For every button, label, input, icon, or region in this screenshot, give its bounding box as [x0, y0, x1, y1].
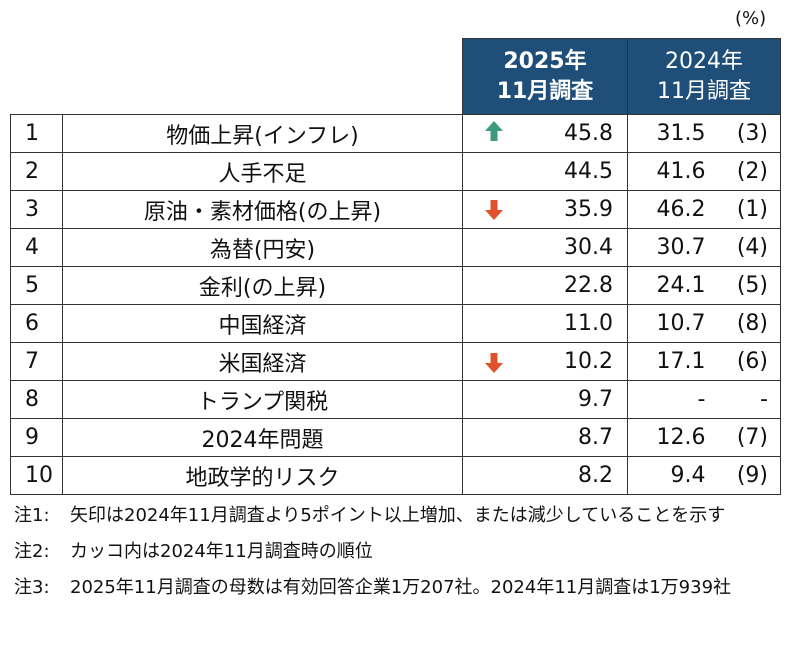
rank: 8	[10, 380, 63, 419]
item: 2024年問題	[62, 418, 463, 457]
note-text: カッコ内は2024年11月調査時の順位	[70, 541, 373, 562]
down-arrow	[485, 353, 503, 373]
table-row: 4 為替(円安) 30.4 30.7 (4)	[10, 228, 781, 267]
previous-rank: (7)	[715, 418, 781, 457]
value-2024: -	[627, 380, 716, 419]
note-text: 2025年11月調査の母数は有効回答企業1万207社。2024年11月調査は1万…	[70, 577, 732, 598]
previous-rank: (9)	[715, 456, 781, 495]
rank: 7	[10, 342, 63, 381]
value-2025: 11.0	[520, 304, 628, 343]
note: 注3: 2025年11月調査の母数は有効回答企業1万207社。2024年11月調査…	[14, 574, 784, 602]
value-2024: 24.1	[627, 266, 716, 305]
notes: 注1: 矢印は2024年11月調査より5ポイント以上増加、または減少していることを…	[14, 502, 784, 610]
blank-header	[10, 38, 63, 115]
previous-rank: (3)	[715, 114, 781, 153]
item: 金利(の上昇)	[62, 266, 463, 305]
item: 物価上昇(インフレ)	[62, 114, 463, 153]
item: 為替(円安)	[62, 228, 463, 267]
item: 人手不足	[62, 152, 463, 191]
rank: 4	[10, 228, 63, 267]
previous-rank: (5)	[715, 266, 781, 305]
value-2024: 30.7	[627, 228, 716, 267]
previous-rank: (6)	[715, 342, 781, 381]
rank: 5	[10, 266, 63, 305]
table-row: 7 米国経済 10.2 17.1 (6)	[10, 342, 781, 381]
note-label: 注1:	[14, 505, 50, 526]
ranking-table: 2025年 11月調査 2024年 11月調査 1 物価上昇(インフレ) 45.8 3…	[10, 38, 781, 495]
value-2024: 9.4	[627, 456, 716, 495]
rank: 3	[10, 190, 63, 229]
value-2024: 46.2	[627, 190, 716, 229]
value-2025: 35.9	[520, 190, 628, 229]
table-row: 6 中国経済 11.0 10.7 (8)	[10, 304, 781, 343]
value-2025: 8.2	[520, 456, 628, 495]
blank-header	[62, 38, 463, 115]
item: トランプ関税	[62, 380, 463, 419]
arrow-cell	[462, 228, 521, 267]
previous-rank: (4)	[715, 228, 781, 267]
unit-label: (%)	[735, 8, 767, 29]
previous-rank: (8)	[715, 304, 781, 343]
column-header: 2024年 11月調査	[627, 38, 781, 115]
value-2024: 10.7	[627, 304, 716, 343]
note: 注2: カッコ内は2024年11月調査時の順位	[14, 538, 784, 566]
table-row: 1 物価上昇(インフレ) 45.8 31.5 (3)	[10, 114, 781, 153]
value-2025: 44.5	[520, 152, 628, 191]
value-2024: 12.6	[627, 418, 716, 457]
table-row: 5 金利(の上昇) 22.8 24.1 (5)	[10, 266, 781, 305]
value-2025: 22.8	[520, 266, 628, 305]
note-label: 注3:	[14, 577, 50, 598]
table-row: 2 人手不足 44.5 41.6 (2)	[10, 152, 781, 191]
arrow-cell	[462, 304, 521, 343]
table-row: 8 トランプ関税 9.7- -	[10, 380, 781, 419]
arrow-cell	[462, 418, 521, 457]
value-2025: 9.7	[520, 380, 628, 419]
column-header: 2025年 11月調査	[462, 38, 628, 115]
value-2025: 8.7	[520, 418, 628, 457]
previous-rank: -	[715, 380, 781, 419]
rank: 1	[10, 114, 63, 153]
arrow-cell	[462, 380, 521, 419]
value-2024: 17.1	[627, 342, 716, 381]
rank: 6	[10, 304, 63, 343]
value-2025: 10.2	[520, 342, 628, 381]
table-row: 3 原油・素材価格(の上昇) 35.9 46.2 (1)	[10, 190, 781, 229]
table-row: 10 地政学的リスク 8.2 9.4 (9)	[10, 456, 781, 495]
table-row: 9 2024年問題 8.7 12.6 (7)	[10, 418, 781, 457]
down-arrow	[485, 200, 503, 220]
arrow-cell	[462, 152, 521, 191]
rank: 2	[10, 152, 63, 191]
arrow-cell	[462, 456, 521, 495]
item: 原油・素材価格(の上昇)	[62, 190, 463, 229]
note-text: 矢印は2024年11月調査より5ポイント以上増加、または減少していることを示す	[70, 505, 726, 526]
item: 中国経済	[62, 304, 463, 343]
up-arrow	[485, 121, 503, 141]
table-body: 1 物価上昇(インフレ) 45.8 31.5 (3) 2 人手不足 44.5 41.6 (2) 3 原…	[10, 114, 781, 495]
previous-rank: (1)	[715, 190, 781, 229]
value-2025: 45.8	[520, 114, 628, 153]
item: 地政学的リスク	[62, 456, 463, 495]
previous-rank: (2)	[715, 152, 781, 191]
item: 米国経済	[62, 342, 463, 381]
value-2024: 41.6	[627, 152, 716, 191]
note: 注1: 矢印は2024年11月調査より5ポイント以上増加、または減少していることを…	[14, 502, 784, 530]
arrow-cell	[462, 266, 521, 305]
value-2024: 31.5	[627, 114, 716, 153]
value-2025: 30.4	[520, 228, 628, 267]
note-label: 注2:	[14, 541, 50, 562]
rank: 10	[10, 456, 63, 495]
rank: 9	[10, 418, 63, 457]
